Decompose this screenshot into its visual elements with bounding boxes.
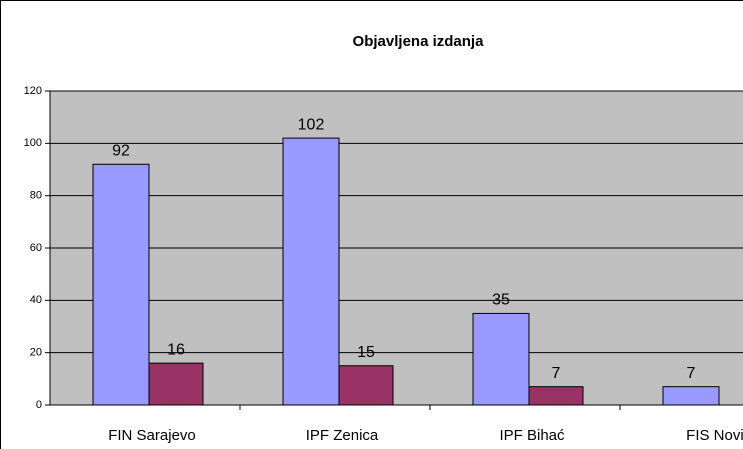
data-label: 102 — [298, 116, 325, 133]
x-tick-label: FIN Sarajevo — [108, 427, 196, 444]
data-label: 16 — [167, 341, 185, 358]
chart-title: Objavljena izdanja — [353, 33, 485, 50]
y-tick-label: 0 — [36, 399, 42, 411]
bar — [148, 362, 204, 406]
bar — [282, 137, 340, 406]
x-tick-label: IPF Bihać — [499, 427, 565, 444]
data-label: 35 — [492, 292, 510, 309]
x-tick-label: IPF Zenica — [306, 427, 379, 444]
data-label: 92 — [112, 142, 130, 159]
y-tick-label: 40 — [30, 294, 42, 306]
data-label: 15 — [357, 344, 375, 361]
bar — [338, 365, 394, 406]
bar — [662, 386, 720, 406]
x-tick-label: FIS Novi P — [686, 427, 743, 444]
bar — [92, 163, 150, 406]
data-label: 7 — [552, 365, 561, 382]
y-tick-label: 100 — [24, 137, 42, 149]
y-tick-label: 80 — [30, 190, 42, 202]
y-tick-label: 20 — [30, 347, 42, 359]
data-label: 7 — [687, 365, 696, 382]
y-tick-label: 60 — [30, 242, 42, 254]
bar — [472, 312, 530, 406]
y-tick-label: 120 — [24, 85, 42, 97]
bar — [528, 386, 584, 406]
